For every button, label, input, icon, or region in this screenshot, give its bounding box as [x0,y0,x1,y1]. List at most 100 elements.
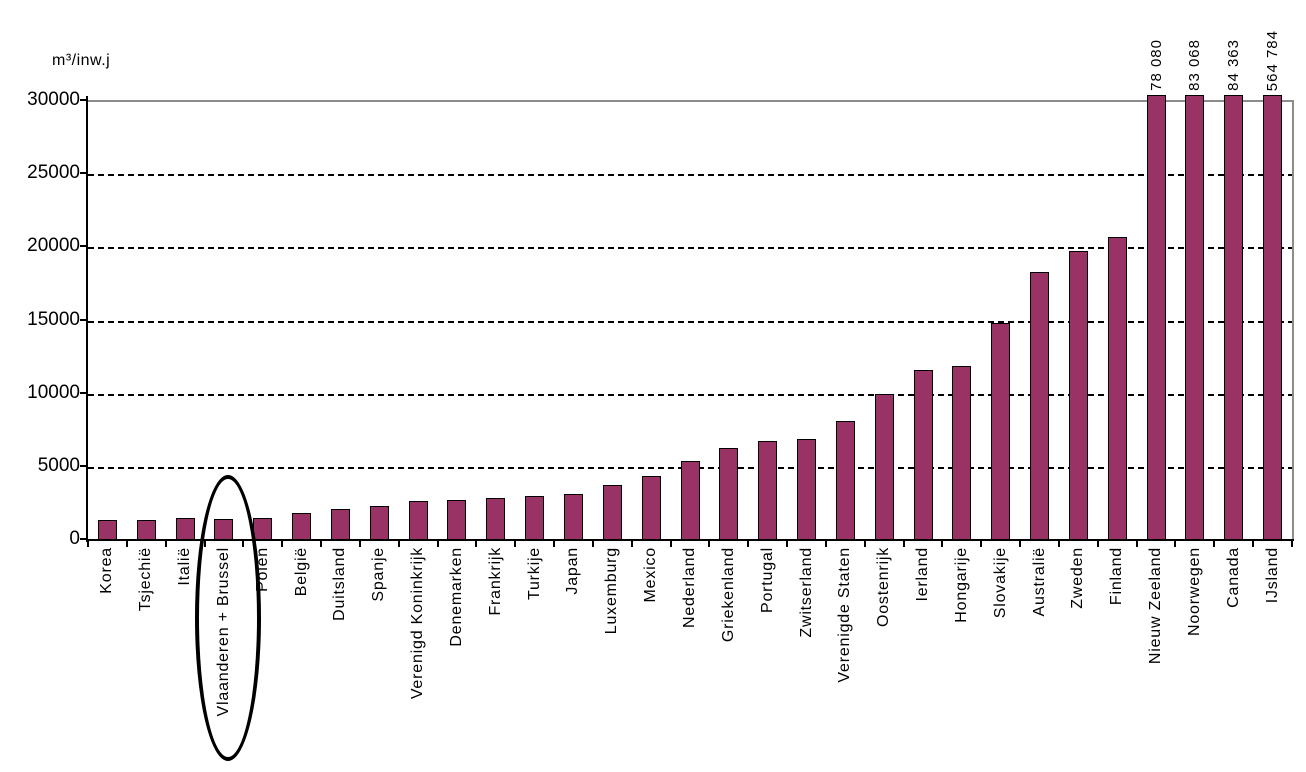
y-axis-tick-label: 20000 [27,235,80,257]
x-axis-tick [1213,539,1216,547]
y-axis-tick-label: 15000 [27,308,80,330]
y-axis-tick [80,99,87,101]
bar [1146,95,1166,541]
x-axis-label: Griekenland [717,547,741,765]
bar [1185,95,1205,541]
x-axis-label-text: België [292,547,310,597]
x-axis-tick [941,539,944,547]
bar [447,499,467,541]
x-axis-tick [669,539,672,547]
bar-value-label: 564 784 [1261,0,1285,91]
x-axis-label: Korea [95,547,119,765]
x-axis-label: Canada [1222,547,1246,765]
x-axis-label: Luxemburg [600,547,624,765]
x-axis-tick [514,539,517,547]
bar [1068,251,1088,541]
x-axis-tick [125,539,128,547]
x-axis-tick [1057,539,1060,547]
x-axis-label-text: Korea [98,547,116,594]
bar-value-label-text: 78 080 [1147,39,1165,91]
x-axis-label-text: Nieuw Zeeland [1147,547,1165,665]
x-axis-tick [358,539,361,547]
y-axis-tick [80,318,87,321]
x-axis-tick [1291,539,1293,547]
y-axis-tick-label: 30000 [27,89,80,110]
bar-value-label: 83 068 [1183,0,1207,91]
bar [797,438,817,541]
x-axis-label-text: Duitsland [331,547,349,621]
bar [835,421,855,541]
bar [486,497,506,541]
x-axis-label: Mexico [639,547,663,765]
ellipse-annotation [195,475,261,761]
y-axis-tick [80,245,87,248]
y-axis-line [86,96,88,542]
bar [680,461,700,541]
x-axis-tick [1174,539,1177,547]
bar [991,322,1011,541]
x-axis-label-text: Australië [1030,547,1048,617]
bar-value-label-text: 83 068 [1186,39,1204,91]
x-axis-label-text: Nederland [681,547,698,629]
y-axis-tick-label: 0 [69,528,80,549]
x-axis-line [86,539,1294,541]
x-axis-label-text: Slovakije [991,547,1009,619]
plot-area [88,95,1294,541]
x-axis-label-text: Tsjechië [137,547,155,612]
x-axis-tick [397,539,400,547]
x-axis-tick [1135,539,1138,547]
bar [1263,95,1283,541]
x-axis-label: Duitsland [328,547,352,765]
x-axis-label: Zweden [1066,547,1090,765]
x-axis-tick [824,539,827,547]
x-axis-label-text: Denemarken [447,547,465,647]
x-axis-tick [786,539,789,547]
gridline [88,393,1292,396]
x-axis-label: Denemarken [445,547,469,765]
x-axis-label: Oostenrijk [872,547,896,765]
bar [525,496,545,541]
x-axis-label-text: Spanje [370,547,388,602]
bar [408,500,428,541]
y-axis-unit-label: m³/inw.j [52,52,111,69]
bar-value-label-text: 564 784 [1264,29,1282,91]
x-axis-label: Zwitserland [795,547,819,765]
x-axis-label-text: Verenigd Koninkrijk [409,547,427,700]
x-axis-tick [436,539,439,547]
x-axis-tick [475,539,478,547]
bar [758,440,778,541]
x-axis-tick [630,539,633,547]
x-axis-label: Ierland [911,547,935,765]
x-axis-label-text: Japan [564,547,582,595]
x-axis-label-text: Portugal [758,547,776,613]
bar [641,476,661,541]
x-axis-label-text: Verenigde Staten [836,547,854,683]
x-axis-tick [1019,539,1022,547]
x-axis-label: Portugal [756,547,780,765]
x-axis-label-text: Frankrijk [486,547,504,616]
x-axis-label-text: Zweden [1069,547,1087,609]
x-axis-tick [863,539,866,547]
x-axis-label: Tsjechië [134,547,158,765]
bar [1107,236,1127,541]
x-axis-label: Finland [1105,547,1129,765]
x-axis-label: Australië [1028,547,1052,765]
x-axis-label: IJsland [1261,547,1285,765]
bar [369,505,389,541]
x-axis-label-text: IJsland [1263,547,1281,604]
x-axis-label-text: Hongarije [952,547,970,623]
gridline [88,320,1292,323]
x-axis-label: Turkije [523,547,547,765]
x-axis-tick [164,539,167,547]
bar [175,517,195,541]
bar [292,513,312,541]
x-axis-label-text: Griekenland [719,547,737,643]
x-axis-tick [1252,539,1255,547]
bar [330,509,350,541]
y-axis-tick [80,538,87,540]
x-axis-label: Frankrijk [484,547,508,765]
x-axis-label-text: Zwitserland [797,547,815,638]
bar [136,519,156,541]
x-axis-tick [553,539,556,547]
